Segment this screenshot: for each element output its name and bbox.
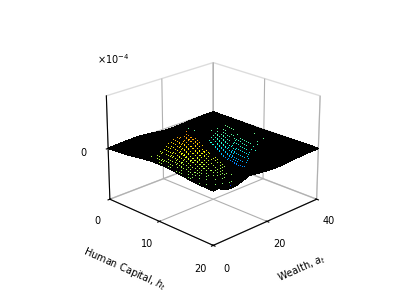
Y-axis label: Human Capital, $h_t$: Human Capital, $h_t$ <box>81 244 168 293</box>
X-axis label: Wealth, $a_t$: Wealth, $a_t$ <box>275 252 327 285</box>
Text: $\times10^{-4}$: $\times10^{-4}$ <box>97 52 129 66</box>
